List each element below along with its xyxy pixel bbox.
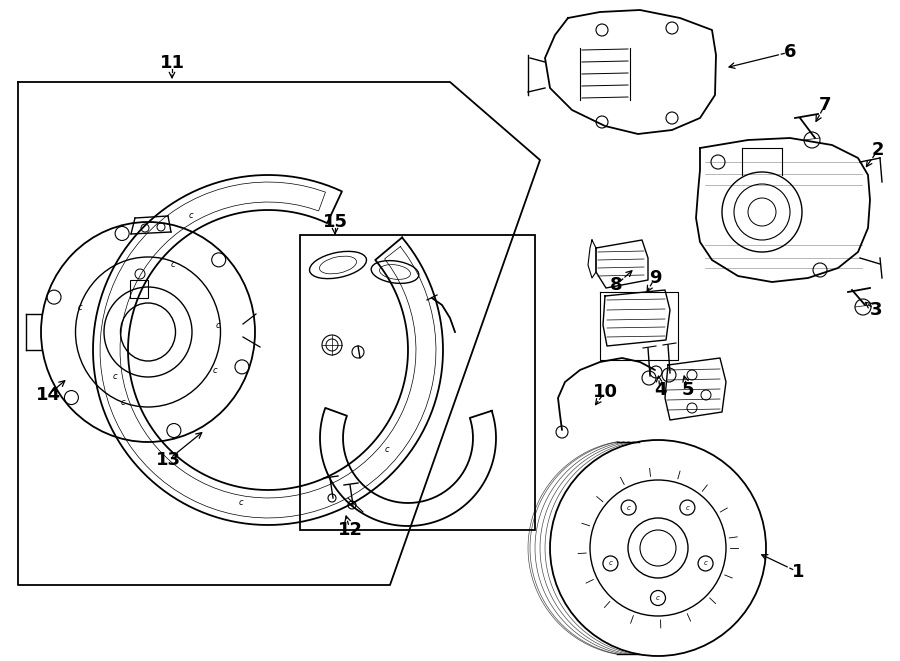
Text: c: c xyxy=(686,504,689,510)
Text: 2: 2 xyxy=(872,141,884,159)
Text: c: c xyxy=(212,366,217,375)
Text: 7: 7 xyxy=(819,96,832,114)
Text: 8: 8 xyxy=(609,276,622,294)
Text: c: c xyxy=(608,561,612,566)
Text: 6: 6 xyxy=(784,43,796,61)
Text: c: c xyxy=(216,321,220,330)
Text: 11: 11 xyxy=(159,54,184,72)
Text: c: c xyxy=(77,303,82,311)
Text: c: c xyxy=(238,498,243,507)
Text: 4: 4 xyxy=(653,381,666,399)
Text: c: c xyxy=(704,561,707,566)
Text: c: c xyxy=(188,212,193,220)
Text: 12: 12 xyxy=(338,521,363,539)
Text: 10: 10 xyxy=(592,383,617,401)
Text: c: c xyxy=(626,504,631,510)
Bar xyxy=(300,235,535,530)
Text: 1: 1 xyxy=(792,563,805,581)
Bar xyxy=(130,280,148,298)
Text: 13: 13 xyxy=(156,451,181,469)
Text: c: c xyxy=(120,398,125,407)
Text: 5: 5 xyxy=(682,381,694,399)
Text: 15: 15 xyxy=(322,213,347,231)
Text: c: c xyxy=(170,260,175,269)
Text: 9: 9 xyxy=(649,269,662,287)
Text: 14: 14 xyxy=(35,386,60,404)
Text: 3: 3 xyxy=(869,301,882,319)
Text: c: c xyxy=(384,445,389,454)
Text: c: c xyxy=(656,595,660,601)
Text: c: c xyxy=(113,372,118,381)
